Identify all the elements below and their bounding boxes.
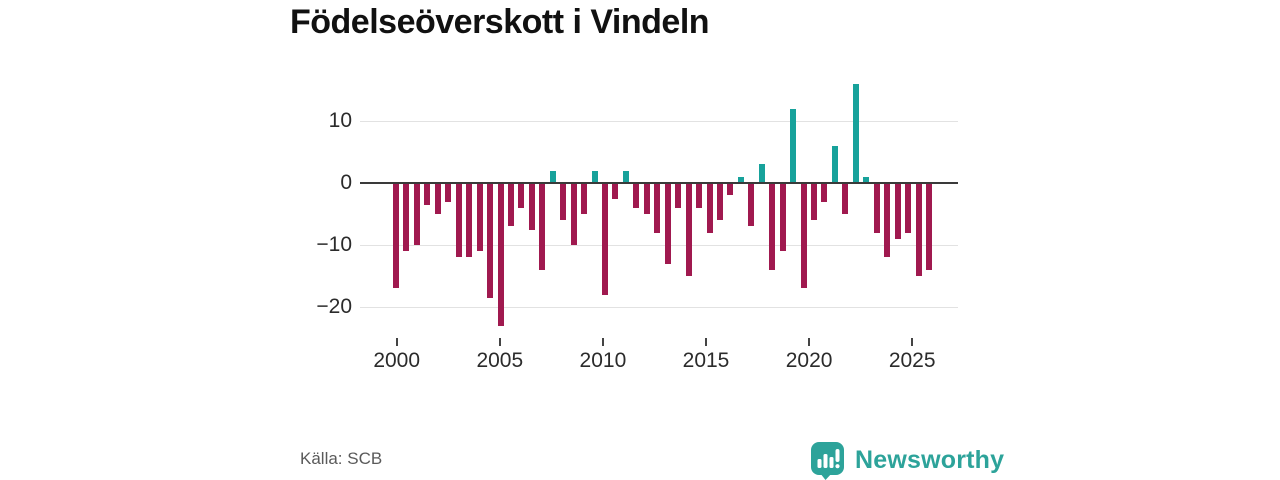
y-axis-tick-label: −20 <box>316 295 352 318</box>
bar-2006-H2 <box>528 183 535 230</box>
bar-2002-H1 <box>434 183 441 214</box>
bar-2008-H2 <box>570 183 577 245</box>
source-caption: Källa: SCB <box>300 449 383 468</box>
bar-2014-H1 <box>685 183 692 276</box>
bar-2022-H1 <box>852 83 859 183</box>
x-axis-tick <box>705 338 707 346</box>
bar-2010-H2 <box>612 183 619 199</box>
bar-2003-H1 <box>455 183 462 258</box>
bar-2009-H1 <box>581 183 588 214</box>
plot-area: 10 0 −10 −20 2000 2005 2010 2015 2020 2025 <box>316 75 958 372</box>
bar-2000-H2 <box>403 183 410 252</box>
x-axis-tick <box>911 338 914 346</box>
bar-2023-H1 <box>873 183 880 233</box>
x-axis-tick <box>601 338 604 346</box>
bar-2018-H1 <box>769 183 776 270</box>
gridline <box>360 245 958 246</box>
bar-2025-H1 <box>915 183 922 276</box>
x-axis-tick <box>808 338 811 346</box>
bar-2000-H1 <box>393 183 399 289</box>
y-axis-tick-label: 10 <box>328 109 352 132</box>
bar-2008-H1 <box>560 183 567 221</box>
bar-2022-H2 <box>863 176 870 183</box>
gridline <box>360 307 958 308</box>
bar-2011-H2 <box>633 183 640 208</box>
x-axis-tick-label: 2020 <box>785 349 833 372</box>
bar-2021-H1 <box>831 145 838 183</box>
bar-2005-H2 <box>507 183 514 227</box>
y-axis-tick-label: −10 <box>316 233 352 256</box>
bar-2002-H2 <box>445 183 452 202</box>
x-axis-tick-label: 2010 <box>579 349 627 372</box>
bar-2014-H2 <box>696 183 703 208</box>
bar-2012-H1 <box>643 183 650 214</box>
bar-2011-H1 <box>622 170 629 183</box>
bar-2018-H2 <box>779 183 786 252</box>
bar-2024-H2 <box>905 183 912 233</box>
bar-2013-H2 <box>675 183 682 208</box>
bar-2017-H2 <box>758 164 765 183</box>
bar-2009-H2 <box>591 170 598 183</box>
bar-2019-H1 <box>790 108 797 183</box>
bar-2010-H1 <box>602 183 608 295</box>
x-axis-tick-label: 2025 <box>888 349 936 372</box>
gridline <box>360 121 958 122</box>
bar-2016-H1 <box>727 183 734 196</box>
bar-2017-H1 <box>748 183 755 227</box>
newsworthy-bubble-barchart-icon <box>811 442 844 480</box>
page-title: Födelseöverskott i Vindeln <box>290 3 710 41</box>
zero-axis-line <box>360 182 958 184</box>
x-axis-tick-label: 2005 <box>476 349 524 372</box>
bar-2004-H1 <box>476 183 483 252</box>
bar-2007-H2 <box>549 170 556 183</box>
bar-2005-H1 <box>497 183 504 326</box>
bar-2015-H1 <box>706 183 713 233</box>
bar-2004-H2 <box>487 183 494 298</box>
bar-2024-H1 <box>894 183 901 239</box>
x-axis-tick <box>498 338 501 346</box>
bar-2001-H1 <box>413 183 420 245</box>
bar-2019-H2 <box>800 183 807 289</box>
bar-2001-H2 <box>424 183 431 205</box>
bar-2023-H2 <box>884 183 891 258</box>
x-axis-tick <box>395 338 398 346</box>
y-axis-tick-label: 0 <box>340 171 352 194</box>
newsworthy-wordmark: Newsworthy <box>855 446 1005 474</box>
bar-2003-H2 <box>466 183 473 258</box>
x-axis-tick-label: 2000 <box>373 349 421 372</box>
bar-2020-H2 <box>821 183 828 202</box>
bar-2006-H1 <box>518 183 525 208</box>
bar-2021-H2 <box>842 183 849 214</box>
x-axis-tick-label: 2015 <box>682 349 730 372</box>
bar-2012-H2 <box>654 183 661 233</box>
bar-2025-H2 <box>925 183 932 270</box>
bar-2020-H1 <box>811 183 817 221</box>
bar-2013-H1 <box>664 183 671 264</box>
bar-2015-H2 <box>716 183 723 221</box>
bar-2007-H1 <box>539 183 546 270</box>
newsworthy-logo: Newsworthy <box>810 441 1004 480</box>
bar-2016-H2 <box>737 176 744 183</box>
